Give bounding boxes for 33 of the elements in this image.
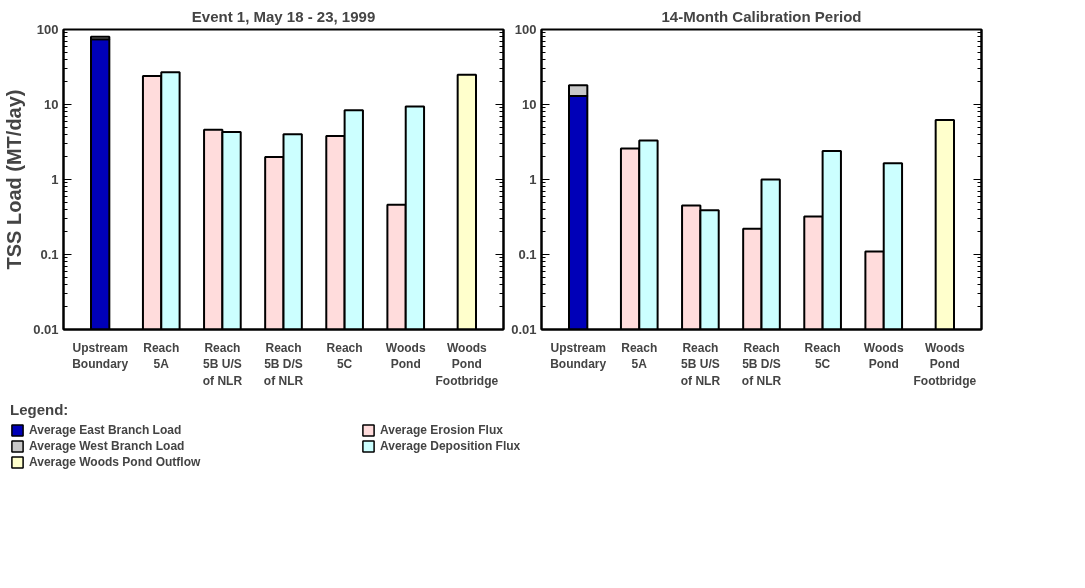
x-tick-label: Woods Pond [863, 340, 904, 372]
x-tick-label: Reach 5A [621, 340, 658, 372]
y-tick-label: 0.1 [40, 247, 59, 262]
y-tick-label: 100 [36, 22, 59, 37]
x-tick-label: Upstream Boundary [72, 340, 129, 372]
x-tick-label: Reach 5C [326, 340, 363, 372]
y-tick-label: 1 [51, 172, 59, 187]
y-tick-label: 0.01 [511, 322, 537, 337]
x-tick-label: Reach 5C [804, 340, 841, 372]
x-tick-label: Reach 5B U/S of NLR [202, 340, 243, 389]
y-tick-label: 0.01 [33, 322, 59, 337]
legend-label: Average Woods Pond Outflow [29, 455, 202, 469]
x-tick-label: Upstream Boundary [550, 340, 607, 372]
y-tick-label: 10 [44, 97, 59, 112]
legend-label: Average Erosion Flux [380, 423, 504, 437]
chart-title: Event 1, May 18 - 23, 1999 [191, 7, 376, 25]
x-tick-label: Reach 5B U/S of NLR [680, 340, 721, 389]
y-tick-label: 100 [514, 22, 537, 37]
legend-label: Average Deposition Flux [380, 439, 522, 453]
y-tick-label: 1 [529, 172, 537, 187]
x-tick-label: Woods Pond Footbridge [435, 340, 499, 389]
legend-label: Average East Branch Load [29, 423, 183, 437]
legend-title: Legend: [10, 401, 70, 418]
x-tick-label: Reach 5B D/S of NLR [263, 340, 304, 389]
y-axis-title: TSS Load (MT/day) [3, 89, 26, 270]
x-tick-label: Woods Pond [385, 340, 426, 372]
x-tick-label: Woods Pond Footbridge [913, 340, 977, 389]
x-tick-label: Reach 5A [143, 340, 180, 372]
x-tick-label: Reach 5B D/S of NLR [741, 340, 782, 389]
legend-label: Average West Branch Load [29, 439, 186, 453]
y-tick-label: 10 [522, 97, 537, 112]
y-tick-label: 0.1 [518, 247, 537, 262]
chart-title: 14-Month Calibration Period [661, 7, 862, 25]
